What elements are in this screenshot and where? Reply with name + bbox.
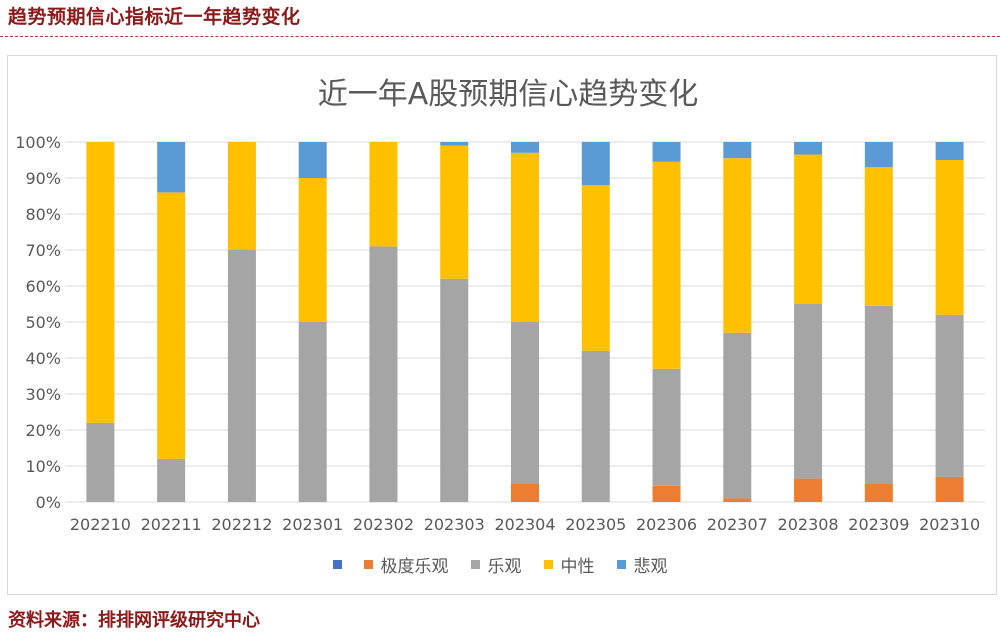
x-tick-label: 202210 [70,515,131,534]
y-tick-label: 20% [25,421,61,440]
bar-segment [298,322,327,502]
bar-segment [794,304,823,479]
legend-swatch [543,560,553,569]
bar-segment [440,142,469,146]
bar-segment [227,250,256,502]
y-tick-label: 100% [15,133,61,152]
x-tick-label: 202305 [565,515,626,534]
bar-segment [652,485,681,502]
x-tick-label: 202211 [141,515,202,534]
legend-label: 中性 [560,557,595,577]
bar-segment [794,154,823,304]
x-tick-label: 202302 [353,515,414,534]
x-tick-label: 202308 [778,515,839,534]
legend-item: 中性 [543,552,595,577]
x-tick-label: 202307 [707,515,768,534]
legend-label: 悲观 [633,557,668,577]
bar-segment [723,498,752,502]
legend-swatch [332,560,342,569]
bar-segment [440,145,469,279]
x-tick-label: 202310 [919,515,980,534]
bar-segment [369,142,398,247]
bar-segment [298,142,327,178]
chart-title: 近一年A股预期信心趋势变化 [318,77,699,112]
bar-segment [511,322,539,484]
bar-segment [440,278,469,502]
bar-segment [511,484,539,502]
x-tick-label: 202304 [494,515,555,534]
y-tick-label: 50% [25,313,61,332]
bar-segment [652,368,681,486]
bar-segment [581,350,610,502]
y-axis-ticks: 0% 10% 20% 30% 40% 50% 60% 70% 80% 90% 100% [15,133,61,512]
legend-swatch [363,560,373,569]
bar-segment [298,178,327,322]
bar-segment [86,142,115,423]
source-note: 资料来源：排排网评级研究中心 [8,610,260,631]
bar-segment [86,422,115,502]
bar-segment [157,458,186,502]
bar-segment [581,142,610,186]
y-tick-label: 0% [36,493,61,512]
chart-legend: 极度乐观 乐观 中性 悲观 [0,552,1000,577]
bar-segment [157,192,186,459]
heading-divider [0,36,1000,37]
y-tick-label: 90% [25,169,61,188]
bar-segment [511,142,539,153]
bar-segment [652,142,681,162]
bar-segment [864,142,893,168]
x-tick-label: 202303 [424,515,485,534]
bar-segment [864,305,893,484]
bar-segment [723,158,752,333]
x-axis-ticks: 202210 202211 202212 202301 202302 202303 2023… [70,515,980,534]
bar-segment [794,478,823,502]
legend-label: 极度乐观 [380,557,449,577]
y-tick-label: 40% [25,349,61,368]
y-tick-label: 60% [25,277,61,296]
bar-segment [935,160,964,315]
bar-segment [864,484,893,502]
legend-swatch [616,560,626,569]
bar-segment [723,332,752,499]
page-heading: 趋势预期信心指标近一年趋势变化 [8,6,301,28]
bar-segment [369,246,398,502]
x-tick-label: 202306 [636,515,697,534]
y-tick-label: 30% [25,385,61,404]
bar-segment [157,142,186,193]
bar-segment [723,142,752,159]
x-tick-label: 202212 [211,515,272,534]
y-tick-label: 10% [25,457,61,476]
legend-item [332,560,342,569]
legend-item: 乐观 [470,552,522,577]
bar-segment [652,161,681,369]
bar-segment [794,142,823,155]
x-tick-label: 202301 [282,515,343,534]
bars [86,142,964,502]
legend-label: 乐观 [487,557,522,577]
bar-segment [935,314,964,477]
bar-segment [864,167,893,306]
y-tick-label: 80% [25,205,61,224]
bar-segment [227,142,256,250]
bar-segment [935,476,964,502]
y-tick-label: 70% [25,241,61,260]
legend-swatch [470,560,480,569]
bar-segment [511,152,539,322]
bar-segment [581,185,610,351]
stacked-bar-chart: 近一年A股预期信心趋势变化 0% 10% 20% 30% 40% 50% 60% 70% 80%… [15,77,985,534]
legend-item: 极度乐观 [363,552,449,577]
x-tick-label: 202309 [848,515,909,534]
bar-segment [935,142,964,160]
legend-item: 悲观 [616,552,668,577]
